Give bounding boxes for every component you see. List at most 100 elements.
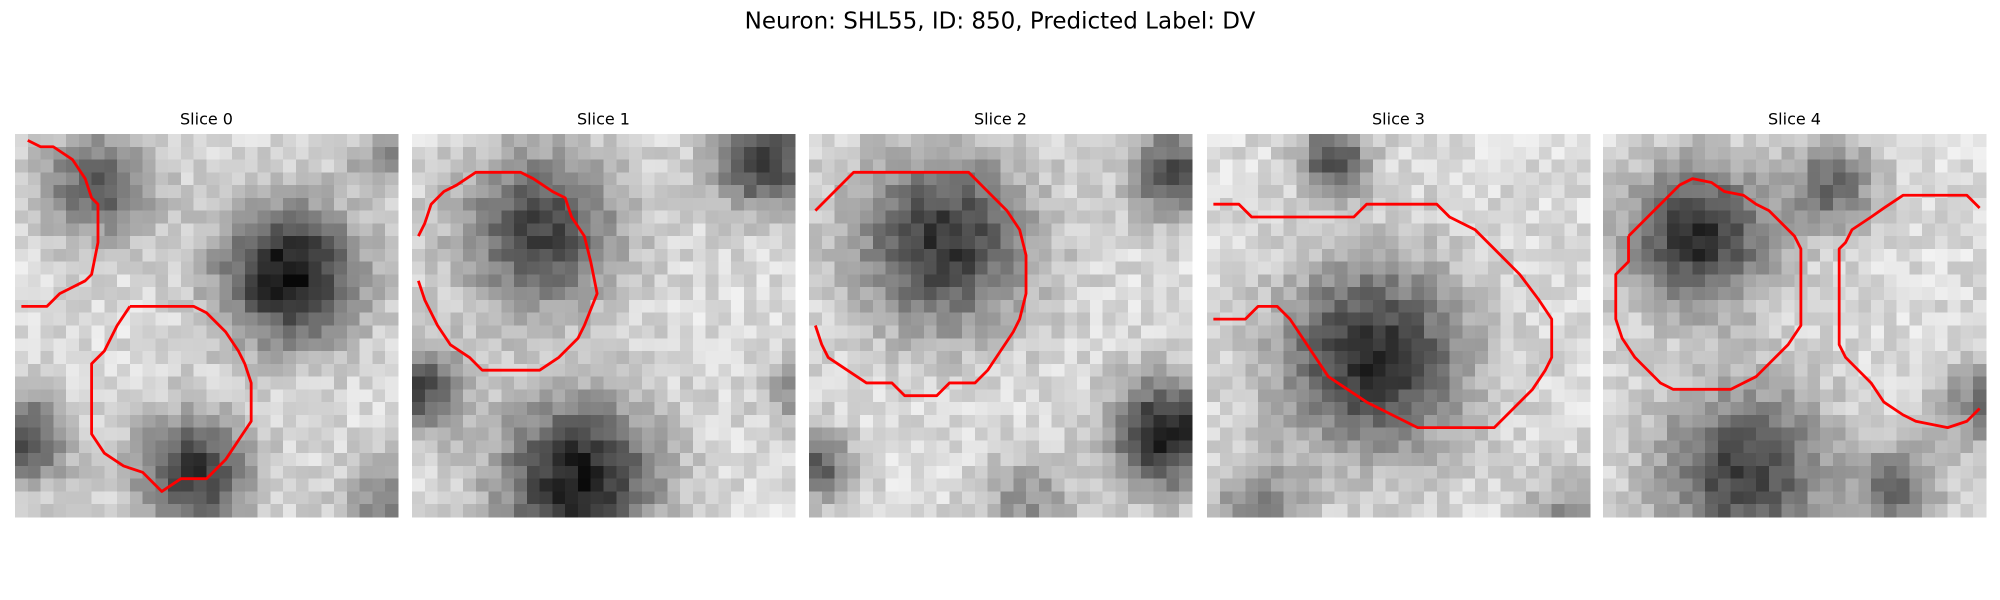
pixel bbox=[949, 414, 963, 429]
pixel bbox=[1666, 236, 1680, 250]
pixel bbox=[1500, 159, 1514, 173]
pixel bbox=[1615, 427, 1629, 441]
pixel bbox=[1615, 197, 1629, 211]
pixel bbox=[1883, 236, 1898, 250]
pixel bbox=[346, 159, 361, 173]
pixel bbox=[437, 197, 451, 211]
pixel bbox=[1832, 363, 1846, 377]
pixel bbox=[1013, 210, 1027, 224]
pixel bbox=[1309, 248, 1323, 263]
pixel bbox=[629, 402, 643, 416]
pixel bbox=[1730, 236, 1744, 250]
figure-title: Neuron: SHL55, ID: 850, Predicted Label:… bbox=[745, 9, 1256, 35]
pixel bbox=[1717, 299, 1732, 314]
pixel bbox=[1717, 376, 1732, 390]
pixel bbox=[1245, 402, 1259, 416]
pixel bbox=[590, 491, 604, 505]
pixel bbox=[1153, 312, 1167, 326]
pixel bbox=[27, 248, 41, 263]
pixel bbox=[1309, 440, 1323, 454]
pixel bbox=[257, 478, 271, 492]
pixel bbox=[1500, 210, 1514, 224]
pixel bbox=[821, 440, 835, 454]
pixel bbox=[1973, 287, 1987, 301]
pixel bbox=[424, 376, 438, 390]
pixel bbox=[872, 465, 886, 480]
pixel bbox=[782, 248, 796, 263]
panel-title: Slice 0 bbox=[180, 110, 233, 129]
pixel bbox=[1128, 134, 1142, 148]
panel bbox=[809, 134, 1193, 518]
pixel bbox=[1909, 402, 1923, 416]
pixel bbox=[244, 299, 258, 314]
pixel bbox=[412, 427, 426, 441]
pixel bbox=[1692, 185, 1706, 199]
pixel bbox=[1500, 453, 1514, 467]
pixel bbox=[898, 338, 912, 352]
pixel bbox=[1207, 325, 1221, 339]
pixel bbox=[1207, 351, 1221, 365]
pixel bbox=[1896, 210, 1910, 224]
pixel bbox=[514, 274, 528, 288]
pixel bbox=[1385, 248, 1399, 263]
pixel bbox=[860, 185, 874, 199]
pixel bbox=[1038, 299, 1052, 314]
pixel bbox=[1820, 197, 1834, 211]
pixel bbox=[1013, 427, 1027, 441]
pixel bbox=[1577, 402, 1591, 416]
pixel bbox=[1449, 287, 1463, 301]
pixel bbox=[1000, 312, 1014, 326]
pixel bbox=[743, 197, 758, 211]
pixel bbox=[552, 338, 566, 352]
pixel bbox=[1398, 504, 1412, 518]
pixel bbox=[1283, 172, 1297, 186]
pixel bbox=[705, 172, 719, 186]
pixel bbox=[1654, 338, 1668, 352]
pixel bbox=[526, 325, 541, 339]
pixel bbox=[1513, 134, 1527, 148]
pixel bbox=[1115, 172, 1129, 186]
pixel bbox=[1102, 453, 1116, 467]
pixel bbox=[1743, 465, 1757, 480]
pixel bbox=[1934, 287, 1949, 301]
pixel bbox=[295, 287, 310, 301]
pixel bbox=[1513, 210, 1527, 224]
pixel bbox=[334, 197, 348, 211]
pixel bbox=[860, 363, 874, 377]
pixel bbox=[1909, 465, 1923, 480]
pixel bbox=[974, 389, 989, 403]
pixel bbox=[821, 146, 835, 160]
pixel bbox=[526, 197, 541, 211]
pixel bbox=[1705, 248, 1719, 263]
pixel bbox=[475, 325, 489, 339]
pixel bbox=[514, 478, 528, 492]
pixel bbox=[180, 274, 195, 288]
pixel bbox=[117, 197, 131, 211]
pixel bbox=[1922, 351, 1936, 365]
pixel bbox=[1883, 478, 1898, 492]
pixel bbox=[1871, 236, 1885, 250]
pixel bbox=[1102, 414, 1116, 429]
pixel bbox=[78, 363, 92, 377]
pixel bbox=[1258, 351, 1272, 365]
pixel bbox=[1832, 210, 1846, 224]
pixel bbox=[1883, 261, 1898, 275]
pixel bbox=[1347, 478, 1361, 492]
pixel bbox=[270, 172, 284, 186]
pixel bbox=[1372, 159, 1387, 173]
pixel bbox=[308, 185, 322, 199]
pixel bbox=[885, 478, 899, 492]
pixel bbox=[1705, 210, 1719, 224]
pixel bbox=[232, 312, 246, 326]
pixel bbox=[834, 338, 848, 352]
pixel bbox=[412, 236, 426, 250]
pixel bbox=[552, 376, 566, 390]
pixel bbox=[1666, 389, 1680, 403]
pixel bbox=[1909, 146, 1923, 160]
pixel bbox=[1960, 504, 1974, 518]
pixel bbox=[15, 248, 29, 263]
pixel bbox=[654, 427, 668, 441]
pixel bbox=[1347, 338, 1361, 352]
pixel bbox=[359, 414, 373, 429]
pixel bbox=[1038, 363, 1052, 377]
